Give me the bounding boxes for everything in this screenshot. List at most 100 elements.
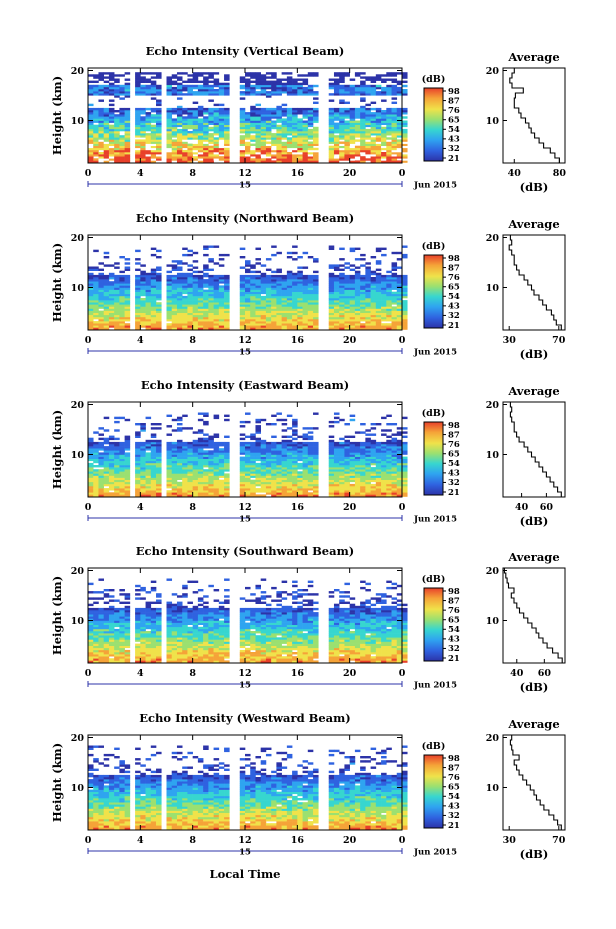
heatmap-cell [396,112,403,115]
heatmap-cell [203,293,209,297]
heatmap-cell [171,300,178,303]
heatmap-cell [93,460,99,464]
heatmap-cell [145,448,152,451]
heatmap-cell [276,483,282,487]
heatmap-cell [93,291,99,295]
heatmap-cell [224,325,230,328]
heatmap-cell [140,287,146,290]
heatmap-cell [339,467,345,470]
heatmap-cell [218,124,225,128]
heatmap-cell [302,475,309,478]
heatmap-cell [108,314,115,318]
heatmap-cell [402,321,408,324]
heatmap-cell [271,312,277,316]
heatmap-cell [203,80,209,83]
heatmap-cell [103,492,110,495]
heatmap-cell [349,122,356,125]
heatmap-cell [182,158,188,161]
heatmap-cell [307,291,314,295]
heatmap-cell [292,137,298,140]
heatmap-cell [176,262,183,265]
heatmap-cell [328,300,335,303]
heatmap-cell [349,441,356,445]
heatmap-cell [156,316,162,320]
heatmap-cell [370,293,377,297]
heatmap-cell [182,483,188,487]
heatmap-cell [93,145,99,149]
heatmap-cell [344,477,350,480]
heatmap-cell [218,448,225,451]
heatmap-cell [171,475,178,478]
heatmap-cell [333,327,340,330]
heatmap-cell [354,471,361,474]
heatmap-cell [292,304,298,307]
heatmap-cell [245,141,251,144]
heatmap-cell [344,126,350,130]
heatmap-cell [281,467,288,470]
heatmap-cell [98,141,104,144]
heatmap-cell [88,304,94,307]
heatmap-cell [297,285,303,288]
heatmap-cell [381,137,387,140]
heatmap-cell [354,110,361,113]
heatmap-cell [391,137,398,140]
heatmap-cell [108,308,115,311]
heatmap-cell [119,135,125,138]
heatmap-cell [245,158,251,161]
heatmap-cell [292,490,298,493]
heatmap-cell [402,291,408,295]
heatmap-cell [140,467,146,470]
heatmap-cell [218,314,225,318]
heatmap-cell [365,490,371,493]
heatmap-cell [103,488,110,491]
heatmap-cell [339,133,345,136]
heatmap-cell [88,89,94,92]
heatmap-cell [302,479,309,483]
heatmap-cell [313,128,319,132]
heatmap-cell [103,448,110,451]
heatmap-cell [208,439,214,443]
heatmap-cell [239,291,246,295]
heatmap-cell [292,133,298,136]
heatmap-cell [150,93,157,96]
heatmap-cell [286,295,293,299]
heatmap-cell [265,128,272,132]
heatmap-cell [224,316,230,320]
heatmap-cell [166,279,173,282]
heatmap-cell [119,97,125,100]
heatmap-cell [370,78,377,81]
heatmap-cell [328,160,335,163]
heatmap-cell [166,310,173,313]
heatmap-cell [135,293,141,297]
heatmap-cell [339,156,345,159]
heatmap-cell [302,310,309,313]
heatmap-cell [375,84,382,88]
heatmap-cell [344,494,350,497]
heatmap-cell [88,441,94,445]
heatmap-cell [391,277,398,280]
heatmap-cell [271,160,277,163]
heatmap-cell [197,285,204,288]
heatmap-cell [213,91,220,94]
heatmap-cell [260,308,267,311]
heatmap-cell [239,120,246,123]
heatmap-cell [171,321,178,324]
heatmap-cell [333,479,340,483]
heatmap-cell [108,458,115,462]
heatmap-cell [271,149,277,153]
heatmap-cell [344,473,350,476]
heatmap-cell [119,488,125,491]
heatmap-cell [292,279,298,282]
heatmap-cell [271,135,277,138]
heatmap-cell [339,446,345,449]
heatmap-cell [239,110,246,113]
heatmap-cell [265,80,272,83]
heatmap-cell [386,293,392,297]
heatmap-cell [313,441,319,445]
heatmap-cell [208,112,214,115]
heatmap-cell [187,300,193,303]
heatmap-cell [93,279,99,282]
heatmap-cell [328,112,335,115]
heatmap-cell [135,460,141,464]
heatmap-cell [135,156,141,159]
